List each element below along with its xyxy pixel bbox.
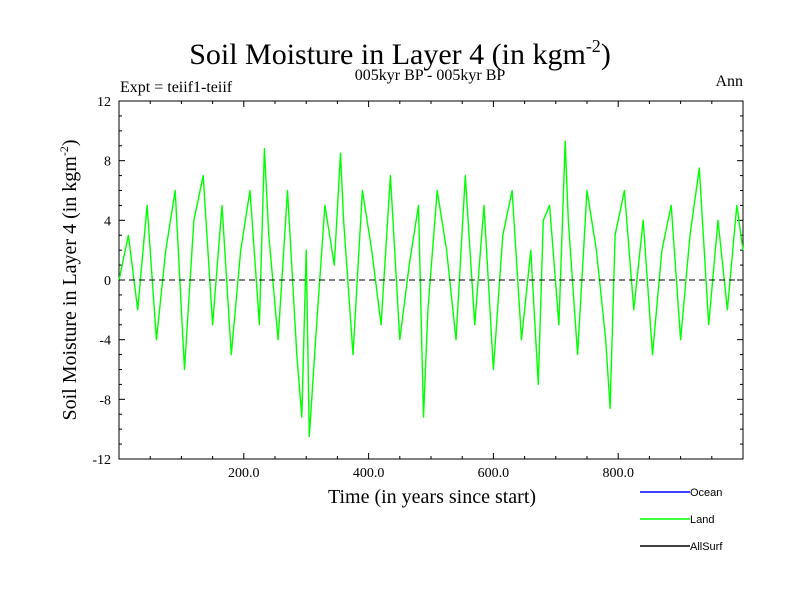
y-axis-label-main: Soil Moisture in Layer 4 (in kgm [59, 156, 81, 421]
season-label: Ann [715, 73, 743, 90]
y-tick-label: 0 [104, 274, 111, 289]
chart-subtitle: 005kyr BP - 005kyr BP [355, 67, 506, 84]
chart-title-superscript: -2 [586, 36, 601, 56]
chart-title-close: ) [601, 38, 611, 71]
y-tick-label: 8 [104, 155, 111, 170]
legend: Ocean Land AllSurf [640, 487, 723, 553]
x-tick-label: 400.0 [353, 466, 385, 481]
y-axis-label: Soil Moisture in Layer 4 (in kgm-2) [57, 139, 81, 420]
y-tick-label: -8 [99, 393, 111, 408]
y-tick-label: 12 [97, 95, 111, 110]
plot-area: -12 -8 -4 0 4 8 12 200.0 400.0 600.0 800.0 [92, 95, 744, 481]
x-tick-label: 800.0 [602, 466, 634, 481]
chart-title-main: Soil Moisture in Layer 4 (in kgm [189, 38, 586, 71]
y-tick-label: 4 [104, 214, 111, 229]
legend-label-ocean: Ocean [690, 487, 722, 499]
y-axis-label-close: ) [59, 139, 81, 146]
y-tick-label: -4 [99, 334, 111, 349]
x-axis-label: Time (in years since start) [328, 486, 536, 508]
x-tick-label: 200.0 [228, 466, 260, 481]
experiment-label: Expt = teiif1-teiif [120, 79, 233, 96]
series-line-land [118, 140, 744, 438]
y-axis-label-superscript: -2 [57, 146, 71, 156]
x-tick-label: 600.0 [478, 466, 510, 481]
y-tick-label: -12 [92, 453, 111, 468]
legend-label-allsurf: AllSurf [690, 541, 723, 553]
legend-label-land: Land [690, 514, 714, 526]
chart-title: Soil Moisture in Layer 4 (in kgm-2) [189, 36, 611, 71]
